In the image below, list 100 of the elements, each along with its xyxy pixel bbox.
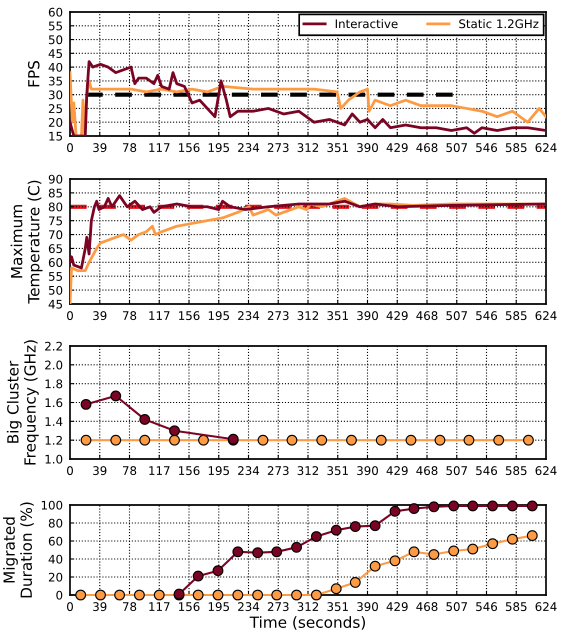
- x-tick-label: 507: [446, 143, 468, 152]
- point: [493, 434, 504, 446]
- y-axis-title: FPS: [28, 61, 40, 86]
- point: [523, 434, 534, 446]
- x-tick-label: 624: [536, 143, 557, 152]
- point: [192, 590, 204, 600]
- point: [169, 425, 180, 436]
- point: [507, 500, 518, 512]
- x-tick-label: 585: [506, 466, 526, 476]
- x-tick-label: 273: [268, 602, 289, 612]
- y-tick-label: 60: [48, 8, 62, 17]
- point: [252, 547, 264, 558]
- y-tick-label: 85: [48, 188, 62, 198]
- x-tick-label: 78: [122, 143, 136, 152]
- point: [350, 576, 361, 588]
- x-tick-label: 429: [386, 466, 408, 476]
- point: [110, 434, 122, 446]
- x-tick-label: 78: [122, 466, 136, 476]
- x-tick-label: 546: [476, 311, 498, 320]
- y-tick-label: 20: [48, 118, 62, 127]
- point: [252, 590, 264, 600]
- point: [286, 434, 298, 446]
- y-tick-label: 20: [48, 572, 62, 582]
- x-tick-label: 624: [536, 311, 557, 320]
- x-tick-label: 507: [446, 602, 468, 612]
- x-tick-label: 78: [122, 311, 136, 320]
- y-tick-label: 55: [48, 272, 62, 281]
- x-tick-label: 234: [238, 311, 260, 320]
- x-tick-label: 195: [208, 143, 229, 152]
- x-tick-label: 117: [149, 602, 170, 611]
- x-tick-label: 117: [149, 143, 170, 152]
- x-tick-label: 390: [357, 143, 378, 152]
- point: [370, 520, 381, 532]
- y-tick-label: 65: [48, 244, 62, 254]
- y-tick-label: 70: [49, 230, 62, 240]
- x-tick-label: 390: [357, 602, 378, 612]
- y-tick-label: 80: [48, 518, 62, 528]
- point: [110, 390, 122, 402]
- point: [134, 590, 145, 600]
- x-tick-label: 117: [149, 466, 170, 475]
- x-tick-label: 0: [67, 143, 73, 152]
- x-tick-label: 351: [327, 466, 348, 476]
- x-tick-label: 39: [93, 143, 106, 152]
- point: [464, 434, 474, 446]
- y-tick-label: 1.6: [46, 398, 62, 408]
- point: [487, 538, 498, 550]
- point: [487, 500, 498, 512]
- x-tick-label: 468: [416, 602, 438, 612]
- x-tick-label: 78: [122, 602, 136, 612]
- x-tick-label: 39: [93, 602, 106, 612]
- x-tick-label: 585: [506, 602, 526, 612]
- x-tick-label: 156: [179, 143, 200, 152]
- y-tick-label: 0: [56, 590, 62, 600]
- point: [212, 565, 224, 576]
- point: [467, 544, 478, 555]
- point: [330, 583, 342, 594]
- x-tick-label: 351: [327, 602, 348, 612]
- point: [75, 590, 86, 600]
- point: [232, 546, 244, 558]
- y-tick-label: 75: [49, 216, 62, 226]
- point: [376, 434, 387, 446]
- x-tick-label: 507: [446, 466, 468, 476]
- y-axis-title: Maximum Temperature (C): [10, 180, 42, 304]
- y-tick-label: 2.2: [45, 342, 62, 350]
- x-tick-label: 546: [476, 143, 498, 152]
- y-tick-label: 30: [48, 90, 62, 100]
- point: [80, 398, 92, 410]
- legend-label: Static 1.2GHz: [459, 19, 538, 28]
- y-tick-label: 40: [48, 554, 62, 564]
- x-tick-label: 39: [93, 311, 106, 320]
- point: [271, 546, 282, 558]
- point: [316, 434, 328, 446]
- y-tick-label: 35: [48, 76, 62, 86]
- point: [114, 590, 125, 600]
- point: [291, 542, 302, 553]
- point: [192, 570, 204, 582]
- x-tick-label: 624: [536, 602, 557, 612]
- point: [408, 503, 420, 514]
- x-tick-label: 156: [179, 602, 200, 612]
- point: [390, 555, 400, 566]
- line-series: [70, 194, 546, 270]
- x-tick-label: 312: [298, 143, 318, 152]
- point: [370, 560, 381, 572]
- point: [169, 434, 180, 446]
- x-tick-label: 195: [208, 311, 229, 320]
- point: [258, 434, 268, 446]
- point: [310, 531, 322, 542]
- x-tick-label: 156: [179, 311, 200, 320]
- point: [350, 521, 361, 532]
- x-tick-label: 312: [298, 602, 318, 612]
- point: [139, 434, 150, 446]
- x-tick-label: 624: [536, 466, 557, 476]
- x-tick-label: 351: [327, 143, 348, 152]
- x-tick-label: 390: [357, 466, 378, 476]
- y-tick-label: 100: [42, 500, 62, 510]
- x-tick-label: 546: [476, 466, 498, 476]
- x-tick-label: 585: [506, 311, 526, 320]
- y-tick-label: 25: [48, 104, 62, 114]
- x-tick-label: 273: [268, 466, 289, 476]
- point: [434, 434, 446, 446]
